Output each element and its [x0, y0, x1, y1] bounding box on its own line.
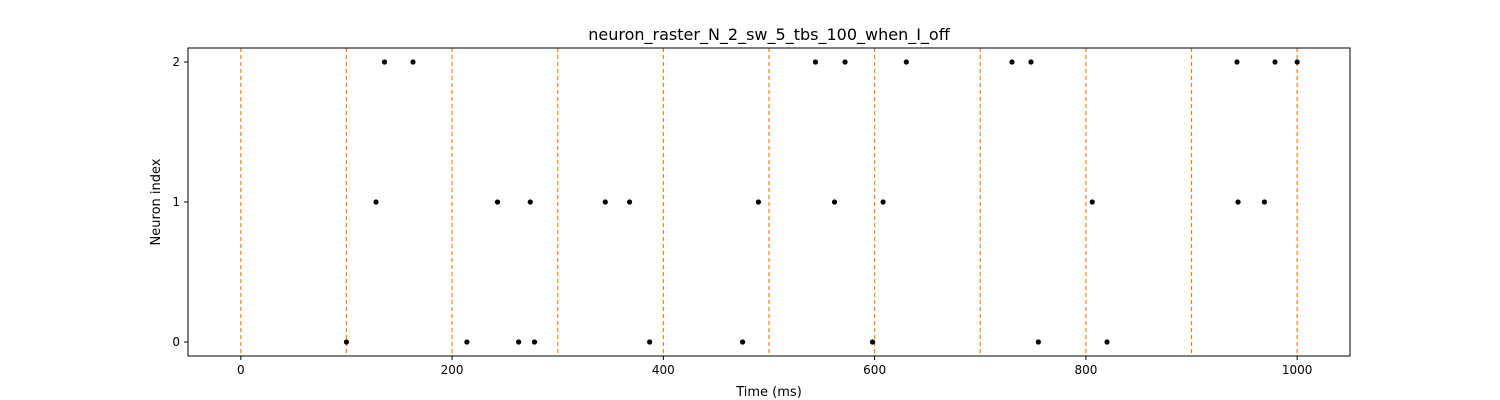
spike-point: [869, 339, 876, 345]
x-tick-label: 400: [652, 363, 675, 377]
spike-point: [602, 199, 608, 205]
spike-point: [531, 339, 538, 345]
spike-point: [1234, 59, 1240, 65]
spike-point: [880, 199, 886, 205]
event-lines: [240, 48, 1298, 356]
spike-point: [1028, 59, 1034, 65]
spike-point: [1261, 199, 1268, 205]
spike-points: [343, 59, 1300, 345]
x-axis: 0 200 400 600 800 1000: [237, 356, 1312, 377]
spike-point: [516, 339, 522, 345]
y-tick-label: 0: [172, 335, 180, 349]
spike-point: [647, 339, 653, 345]
y-tick-label: 1: [172, 195, 180, 209]
spike-point: [494, 199, 501, 205]
x-tick-label: 1000: [1282, 363, 1313, 377]
y-axis: 0 1 2: [172, 55, 188, 349]
spike-point: [343, 339, 350, 345]
spike-point: [739, 339, 746, 345]
spike-point: [1089, 199, 1095, 205]
spike-point: [831, 199, 838, 205]
spike-point: [373, 199, 379, 205]
spike-point: [1235, 199, 1241, 205]
spike-point: [626, 199, 633, 205]
y-tick-label: 2: [172, 55, 180, 69]
spike-point: [527, 199, 533, 205]
spike-point: [755, 199, 762, 205]
spike-point: [812, 59, 819, 65]
spike-point: [842, 59, 848, 65]
x-tick-label: 200: [441, 363, 464, 377]
x-tick-label: 0: [237, 363, 245, 377]
spike-point: [1272, 59, 1278, 65]
x-axis-label: Time (ms): [735, 385, 802, 400]
chart-title: neuron_raster_N_2_sw_5_tbs_100_when_I_of…: [588, 25, 950, 45]
spike-point: [1294, 59, 1300, 65]
spike-point: [381, 59, 388, 65]
x-tick-label: 600: [863, 363, 886, 377]
x-tick-label: 800: [1074, 363, 1097, 377]
spike-point: [1104, 339, 1110, 345]
y-axis-label: Neuron index: [149, 158, 164, 245]
spike-point: [903, 59, 909, 65]
spike-point: [1009, 59, 1015, 65]
spike-point: [1035, 339, 1041, 345]
spike-point: [464, 339, 470, 345]
spike-point: [410, 59, 416, 65]
